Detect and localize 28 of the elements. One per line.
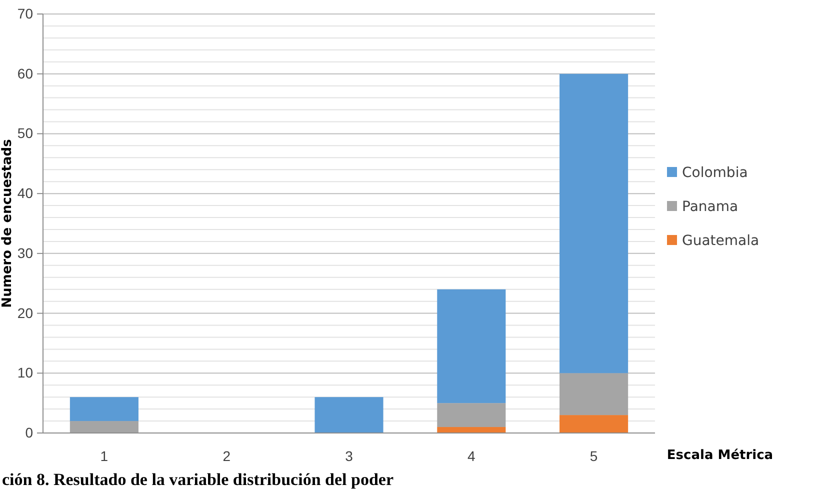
- y-axis-title: Numero de encuestads: [0, 138, 15, 308]
- bar: [314, 397, 384, 433]
- legend-label: Panama: [682, 199, 738, 215]
- x-axis-title: Escala Métrica: [666, 448, 774, 463]
- legend-label: Colombia: [682, 165, 748, 181]
- x-tick-label: 5: [590, 448, 598, 464]
- y-tick-label: 50: [17, 125, 34, 142]
- y-tick-label: 30: [17, 244, 34, 261]
- bar: [560, 74, 628, 374]
- x-tick-label: 1: [100, 448, 108, 464]
- bar: [70, 421, 138, 433]
- text: ción 8. Resultado de la variable distribución del poder: [2, 470, 394, 489]
- bar: [560, 415, 628, 433]
- x-tick-label: 4: [468, 448, 476, 464]
- bar: [70, 397, 138, 422]
- bar: [437, 403, 506, 428]
- bar: [560, 373, 628, 416]
- legend-label: Guatemala: [682, 233, 760, 249]
- bar: [437, 289, 506, 404]
- x-tick-label: 3: [345, 448, 354, 464]
- bar: [437, 427, 506, 433]
- y-tick-label: 10: [17, 364, 34, 381]
- x-tick-label: 2: [222, 448, 231, 464]
- y-tick-label: 40: [17, 185, 34, 202]
- y-tick-label: 70: [17, 5, 34, 22]
- y-tick-label: 60: [17, 65, 34, 82]
- y-tick-label: 20: [17, 304, 34, 321]
- y-tick-label: 0: [25, 424, 34, 440]
